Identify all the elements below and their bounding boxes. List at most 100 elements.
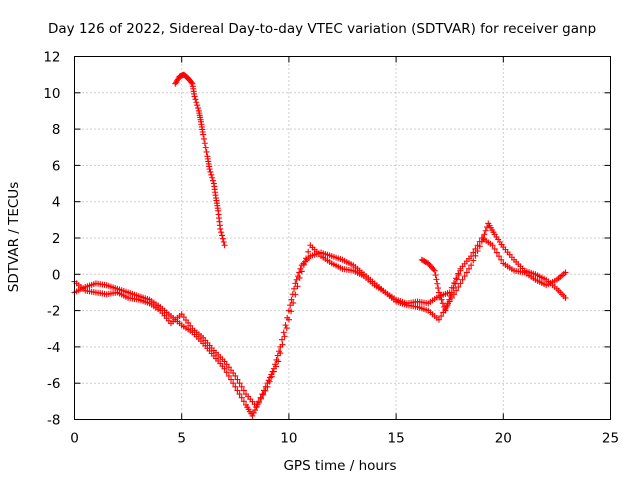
- x-tick-label: 5: [177, 431, 186, 447]
- data-point: [434, 280, 441, 287]
- data-point: [296, 269, 303, 276]
- data-point: [221, 365, 228, 372]
- data-point: [287, 302, 294, 309]
- series-satellite-track-secondary: [71, 235, 569, 410]
- data-point: [200, 131, 207, 138]
- data-point: [437, 293, 444, 300]
- data-point: [474, 242, 481, 249]
- data-point: [238, 383, 245, 390]
- x-tick-label: 20: [495, 431, 512, 447]
- data-point: [457, 280, 464, 287]
- data-point: [277, 350, 284, 357]
- data-point: [455, 284, 462, 291]
- data-point: [270, 368, 277, 375]
- data-point: [223, 369, 230, 376]
- tick-labels: 0 5 10 15 20 25 -8 -6 -4 -2 0 2 4 6 8 10 12: [43, 50, 619, 447]
- data-point: [208, 171, 215, 178]
- data-point: [252, 407, 259, 414]
- data-point: [305, 248, 312, 255]
- data-point: [468, 253, 475, 260]
- data-point: [220, 238, 227, 245]
- data-point: [288, 296, 295, 303]
- data-point: [249, 412, 256, 419]
- data-point: [470, 249, 477, 256]
- data-point: [194, 102, 201, 109]
- data-point: [491, 245, 498, 252]
- x-tick-label: 25: [602, 431, 619, 447]
- series-satellite-track-late-segment: [418, 256, 464, 314]
- grid: [74, 56, 611, 420]
- data-point: [193, 99, 200, 106]
- data-point: [240, 398, 247, 405]
- data-point: [232, 383, 239, 390]
- data-point: [455, 272, 462, 279]
- data-point: [292, 291, 299, 298]
- data-point: [250, 409, 257, 416]
- data-point: [433, 276, 440, 283]
- data-point: [275, 358, 282, 365]
- data-point: [217, 225, 224, 232]
- data-point: [290, 299, 297, 306]
- data-point: [562, 269, 569, 276]
- data-point: [443, 303, 450, 310]
- data-point: [450, 285, 457, 292]
- data-point: [452, 280, 459, 287]
- data-point: [255, 399, 262, 406]
- data-point: [210, 177, 217, 184]
- data-point: [459, 276, 466, 283]
- data-point: [291, 285, 298, 292]
- data-point: [465, 265, 472, 272]
- chart-title: Day 126 of 2022, Sidereal Day-to-day VTE…: [48, 21, 596, 37]
- data-point: [435, 289, 442, 296]
- y-tick-label: 4: [52, 195, 61, 211]
- data-point: [266, 378, 273, 385]
- y-tick-label: 10: [43, 86, 60, 102]
- data-point: [225, 372, 232, 379]
- data-point: [496, 253, 503, 260]
- data-point: [282, 322, 289, 329]
- data-point: [191, 93, 198, 100]
- y-tick-label: -6: [47, 376, 60, 392]
- data-point: [300, 261, 307, 268]
- data-point: [280, 329, 287, 336]
- data-point: [296, 274, 303, 281]
- data-point: [268, 373, 275, 380]
- data-point: [265, 377, 272, 384]
- data-point: [493, 249, 500, 256]
- data-point: [562, 294, 569, 301]
- data-point: [262, 387, 269, 394]
- data-point: [453, 275, 460, 282]
- y-tick-label: 12: [43, 50, 60, 66]
- data-point: [207, 168, 214, 175]
- x-tick-label: 15: [388, 431, 405, 447]
- data-point: [468, 262, 475, 269]
- data-point: [293, 276, 300, 283]
- data-point: [200, 135, 207, 142]
- data-point: [432, 272, 439, 279]
- data-point: [457, 267, 464, 274]
- data-point: [438, 313, 445, 320]
- data-point: [236, 380, 243, 387]
- data-point: [448, 289, 455, 296]
- data-point: [230, 380, 237, 387]
- data-points: [71, 71, 569, 419]
- data-point: [273, 363, 280, 370]
- data-point: [481, 231, 488, 238]
- data-point: [194, 105, 201, 112]
- series-satellite-track-main: [71, 220, 569, 419]
- data-point: [288, 308, 295, 315]
- data-point: [228, 376, 235, 383]
- y-tick-label: 6: [52, 158, 61, 174]
- data-point: [439, 300, 446, 307]
- axis-ticks: [74, 56, 611, 420]
- data-point: [461, 273, 468, 280]
- data-point: [253, 403, 260, 410]
- data-point: [240, 387, 247, 394]
- y-tick-label: -2: [47, 304, 60, 320]
- data-point: [444, 300, 451, 307]
- data-point: [221, 242, 228, 249]
- x-tick-label: 0: [70, 431, 79, 447]
- data-point: [232, 372, 239, 379]
- data-point: [236, 391, 243, 398]
